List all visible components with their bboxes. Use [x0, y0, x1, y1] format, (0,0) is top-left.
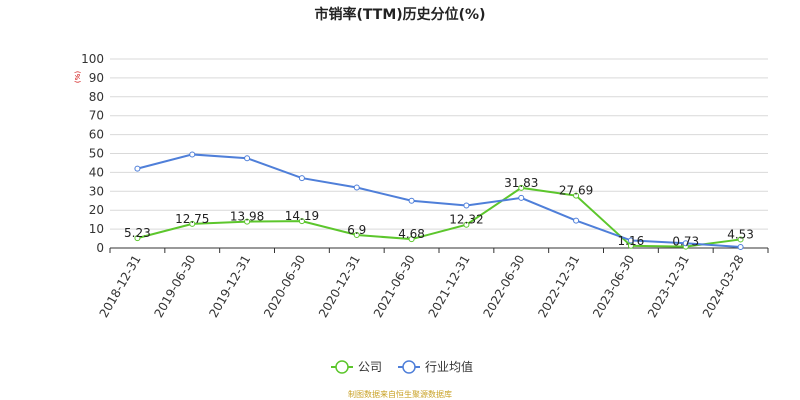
data-label: 14.19: [285, 209, 319, 223]
data-point: [134, 165, 141, 172]
series-line: [137, 186, 741, 248]
x-tick-label: 2022-06-30: [480, 253, 527, 320]
y-tick-label: 60: [89, 128, 104, 142]
data-point: [518, 194, 525, 201]
data-point: [463, 221, 470, 228]
x-tick-label: 2020-06-30: [261, 253, 308, 320]
data-point: [353, 184, 360, 191]
data-label: 4.68: [398, 227, 425, 241]
data-point: [627, 237, 634, 244]
data-point: [298, 218, 305, 225]
data-point: [353, 231, 360, 238]
data-labels: 5.23 12.75 13.98 14.19 6.9 4.68 12.32 31.83 27.6…: [124, 176, 754, 249]
data-point: [189, 151, 196, 158]
y-tick-label: 40: [89, 165, 104, 179]
x-tick-label: 2024-03-28: [700, 253, 747, 320]
legend-marker: [335, 360, 349, 374]
y-tick-label: 0: [96, 241, 104, 255]
legend-marker: [402, 360, 416, 374]
legend-label: 公司: [358, 360, 382, 374]
data-point: [244, 155, 251, 162]
chart-title: 市销率(TTM)历史分位(%): [314, 7, 486, 23]
data-label: 0.73: [672, 235, 699, 249]
y-tick-label: 90: [89, 71, 104, 85]
y-tick-label: 100: [81, 52, 104, 66]
data-point: [408, 197, 415, 204]
x-tick-label: 2020-12-31: [316, 253, 363, 320]
y-tick-label: 20: [89, 203, 104, 217]
series-points: [134, 151, 744, 251]
x-tick-label: 2019-06-30: [151, 253, 198, 320]
x-tick-label: 2021-06-30: [371, 253, 418, 320]
data-label: 27.69: [559, 184, 593, 198]
data-label: 31.83: [504, 176, 538, 190]
series-line: [137, 153, 741, 249]
x-tick-label: 2022-12-31: [535, 253, 582, 320]
legend-label: 行业均值: [425, 359, 473, 374]
y-axis-ticks: 0 10 20 30 40 50 60 70 80 90 100: [81, 52, 104, 255]
data-label: 4.53: [727, 227, 754, 241]
legend: 公司 行业均值: [331, 359, 473, 374]
x-tick-label: 2021-12-31: [426, 253, 473, 320]
data-point: [408, 236, 415, 243]
y-tick-label: 50: [89, 147, 104, 161]
data-label: 12.75: [175, 212, 209, 226]
data-point: [518, 184, 525, 191]
series-lines: [137, 153, 741, 249]
data-label: 12.32: [449, 213, 483, 227]
data-label: 5.23: [124, 226, 151, 240]
x-tick-label: 2018-12-31: [97, 253, 144, 320]
data-point: [737, 236, 744, 243]
y-tick-label: 30: [89, 184, 104, 198]
data-label: 6.9: [347, 223, 366, 237]
source-note: 制图数据来自恒生聚源数据库: [348, 390, 452, 399]
y-tick-label: 10: [89, 222, 104, 236]
data-point: [298, 175, 305, 182]
data-point: [244, 218, 251, 225]
data-label: 13.98: [230, 210, 264, 224]
data-point: [189, 220, 196, 227]
x-tick-label: 2023-06-30: [590, 253, 637, 320]
x-tick-label: 2023-12-31: [645, 253, 692, 320]
x-axis: 2018-12-31 2019-06-30 2019-12-31 2020-06-30…: [97, 247, 769, 320]
x-tick-label: 2019-12-31: [206, 253, 253, 320]
y-axis-unit: (%): [74, 71, 82, 83]
data-point: [682, 240, 689, 247]
data-point: [463, 202, 470, 209]
data-point: [134, 235, 141, 242]
data-label: 1.16: [618, 234, 645, 248]
data-point: [737, 244, 744, 251]
data-point: [573, 217, 580, 224]
data-point: [573, 192, 580, 199]
y-tick-label: 80: [89, 90, 104, 104]
y-tick-label: 70: [89, 109, 104, 123]
